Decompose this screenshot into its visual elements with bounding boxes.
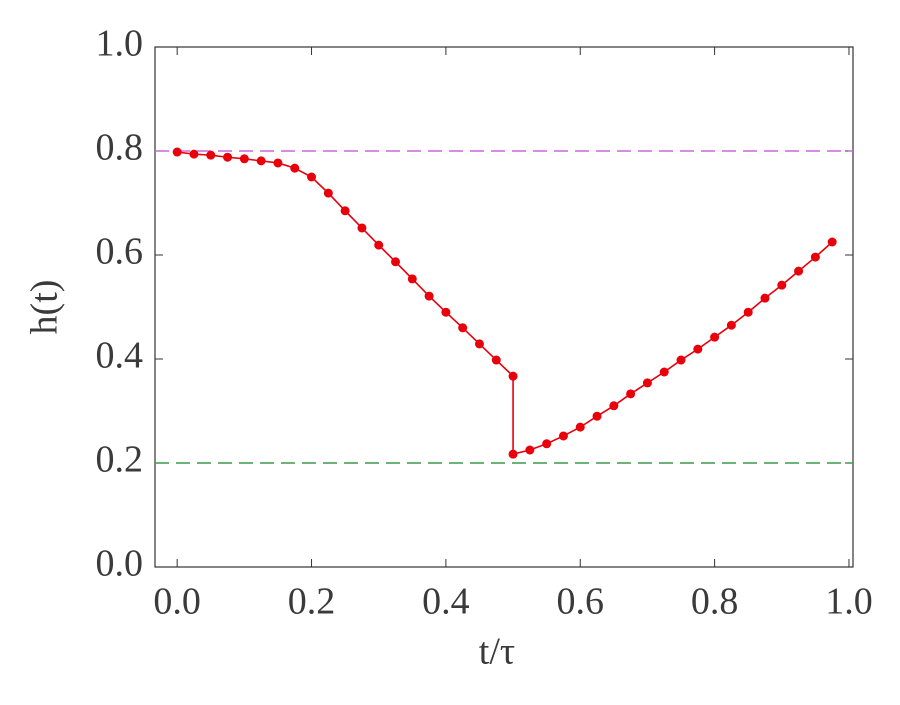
data-point [508,449,518,459]
data-point [743,307,753,317]
data-point [474,339,484,349]
data-point [558,431,568,441]
data-point [726,320,736,330]
data-point [525,445,535,455]
plot-frame [154,46,854,568]
y-tick-label: 0.8 [96,127,144,169]
data-point [239,154,249,164]
y-tick-label: 0.6 [96,231,144,273]
data-point [642,378,652,388]
data-point [424,291,434,301]
data-point [710,332,720,342]
data-point [508,371,518,381]
data-point [206,150,216,160]
data-point [794,266,804,276]
data-point [777,280,787,290]
data-point [340,206,350,216]
data-point [407,274,417,284]
data-point [458,323,468,333]
y-tick-label: 0.0 [96,543,144,585]
data-point [441,307,451,317]
data-point [575,422,585,432]
data-point [676,355,686,365]
y-tick-label: 1.0 [96,23,144,65]
data-point [760,293,770,303]
data-point [374,240,384,250]
x-axis-label: t/τ [479,631,515,673]
data-point [290,163,300,173]
data-point [626,389,636,399]
data-point [189,149,199,159]
data-line [177,151,833,456]
x-tick-label: 0.8 [691,581,739,623]
data-point [307,172,317,182]
data-point [827,237,837,247]
x-tick-label: 0.6 [556,581,604,623]
data-point [273,158,283,168]
y-axis-label: h(t) [24,280,66,335]
data-point [542,439,552,449]
x-tick-label: 0.4 [422,581,470,623]
data-point [172,147,182,157]
data-point [391,257,401,267]
x-tick-label: 0.2 [288,581,336,623]
data-point [491,355,501,365]
x-tick-label: 0.0 [153,581,201,623]
data-point [256,156,266,166]
data-point [810,252,820,262]
data-point [592,411,602,421]
data-point [223,152,233,162]
data-point [357,223,367,233]
data-point [609,401,619,411]
data-point [323,188,333,198]
x-tick-label: 1.0 [825,581,873,623]
y-tick-label: 0.4 [96,335,144,377]
data-point [693,344,703,354]
y-tick-label: 0.2 [96,439,144,481]
data-point [659,367,669,377]
